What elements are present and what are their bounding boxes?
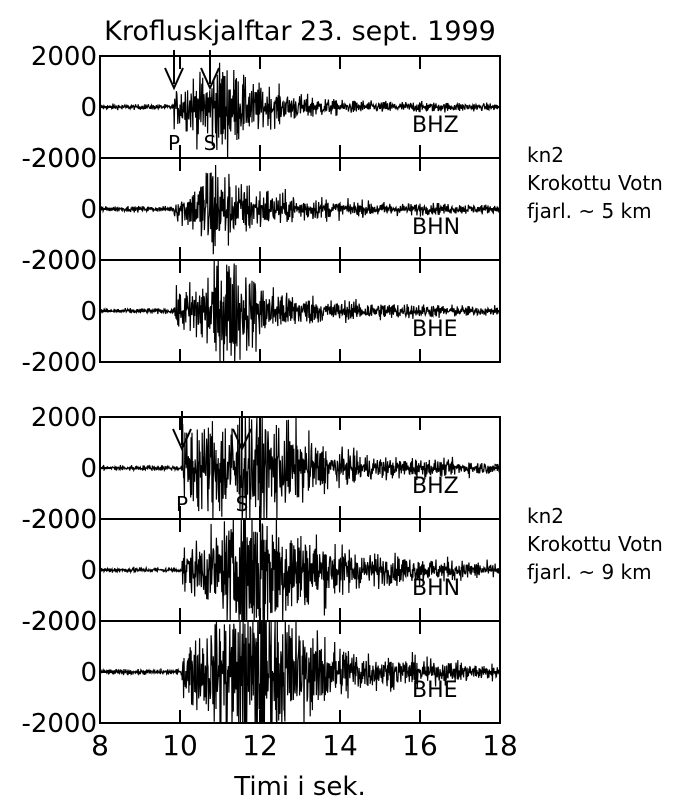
component-label: BHN [412,576,460,601]
waveform-bhe [99,259,501,363]
station-location: Krokottu Votn [527,532,663,556]
y-tick-label: 0 [80,658,97,688]
y-tick-label: 2000 [31,607,97,637]
y-tick-label: 0 [80,93,97,123]
component-label: BHE [412,678,458,703]
trace-panel-bhe: 2000 0 -2000 BHE [21,607,501,739]
trace-group-1: 2000 0 -2000 BHZ 2000 0 -2000 BHN 2000 0 -2000 BHE P… [21,42,662,378]
y-tick-label: -2000 [21,144,97,174]
y-tick-label: 2000 [31,42,97,72]
pick-label-s: S [236,492,249,516]
waveform-bhn [99,518,501,622]
x-tick-label: 16 [402,729,438,762]
waveform-bhz [99,62,501,159]
station-distance: fjarl. ~ 5 km [527,199,652,223]
waveform-bhe [99,620,501,724]
y-tick-label: 0 [80,297,97,327]
pick-arrow-head [172,428,192,452]
y-tick-label: 2000 [31,144,97,174]
y-tick-label: 2000 [31,505,97,535]
station-distance: fjarl. ~ 9 km [527,560,652,584]
trace-group-2: 2000 0 -2000 BHZ 2000 0 -2000 BHN 2000 0 -2000 BHE P… [21,403,662,739]
x-axis-label: Timi i sek. [233,772,365,802]
station-location: Krokottu Votn [527,171,663,195]
x-tick-label: 10 [162,729,198,762]
pick-arrow-head [232,428,252,452]
y-tick-label: 2000 [31,403,97,433]
pick-label-p: P [176,492,188,516]
y-tick-label: 0 [80,454,97,484]
trace-panel-bhn: 2000 0 -2000 BHN [21,505,501,637]
waveform-bhn [99,164,501,255]
y-tick-label: -2000 [21,246,97,276]
y-tick-label: -2000 [21,505,97,535]
y-tick-label: 0 [80,556,97,586]
trace-panel-bhz: 2000 0 -2000 BHZ [21,403,501,535]
component-label: BHZ [412,113,459,138]
pick-label-s: S [204,131,217,155]
pick-arrow-head [164,67,184,91]
station-code: kn2 [527,143,564,167]
x-tick-label: 14 [322,729,358,762]
waveform-bhz [99,416,501,520]
chart-title: Krofluskjalftar 23. sept. 1999 [104,16,496,47]
y-tick-label: -2000 [21,348,97,378]
trace-panel-bhe: 2000 0 -2000 BHE [21,246,501,378]
x-tick-label: 8 [91,729,109,762]
pick-label-p: P [168,131,180,155]
y-tick-label: 0 [80,195,97,225]
x-tick-label: 18 [482,729,518,762]
x-tick-label: 12 [242,729,278,762]
station-code: kn2 [527,504,564,528]
y-tick-label: -2000 [21,709,97,739]
y-tick-label: -2000 [21,607,97,637]
y-tick-label: 2000 [31,246,97,276]
component-label: BHE [412,317,458,342]
pick-arrow-head [200,67,220,91]
component-label: BHZ [412,474,459,499]
component-label: BHN [412,215,460,240]
